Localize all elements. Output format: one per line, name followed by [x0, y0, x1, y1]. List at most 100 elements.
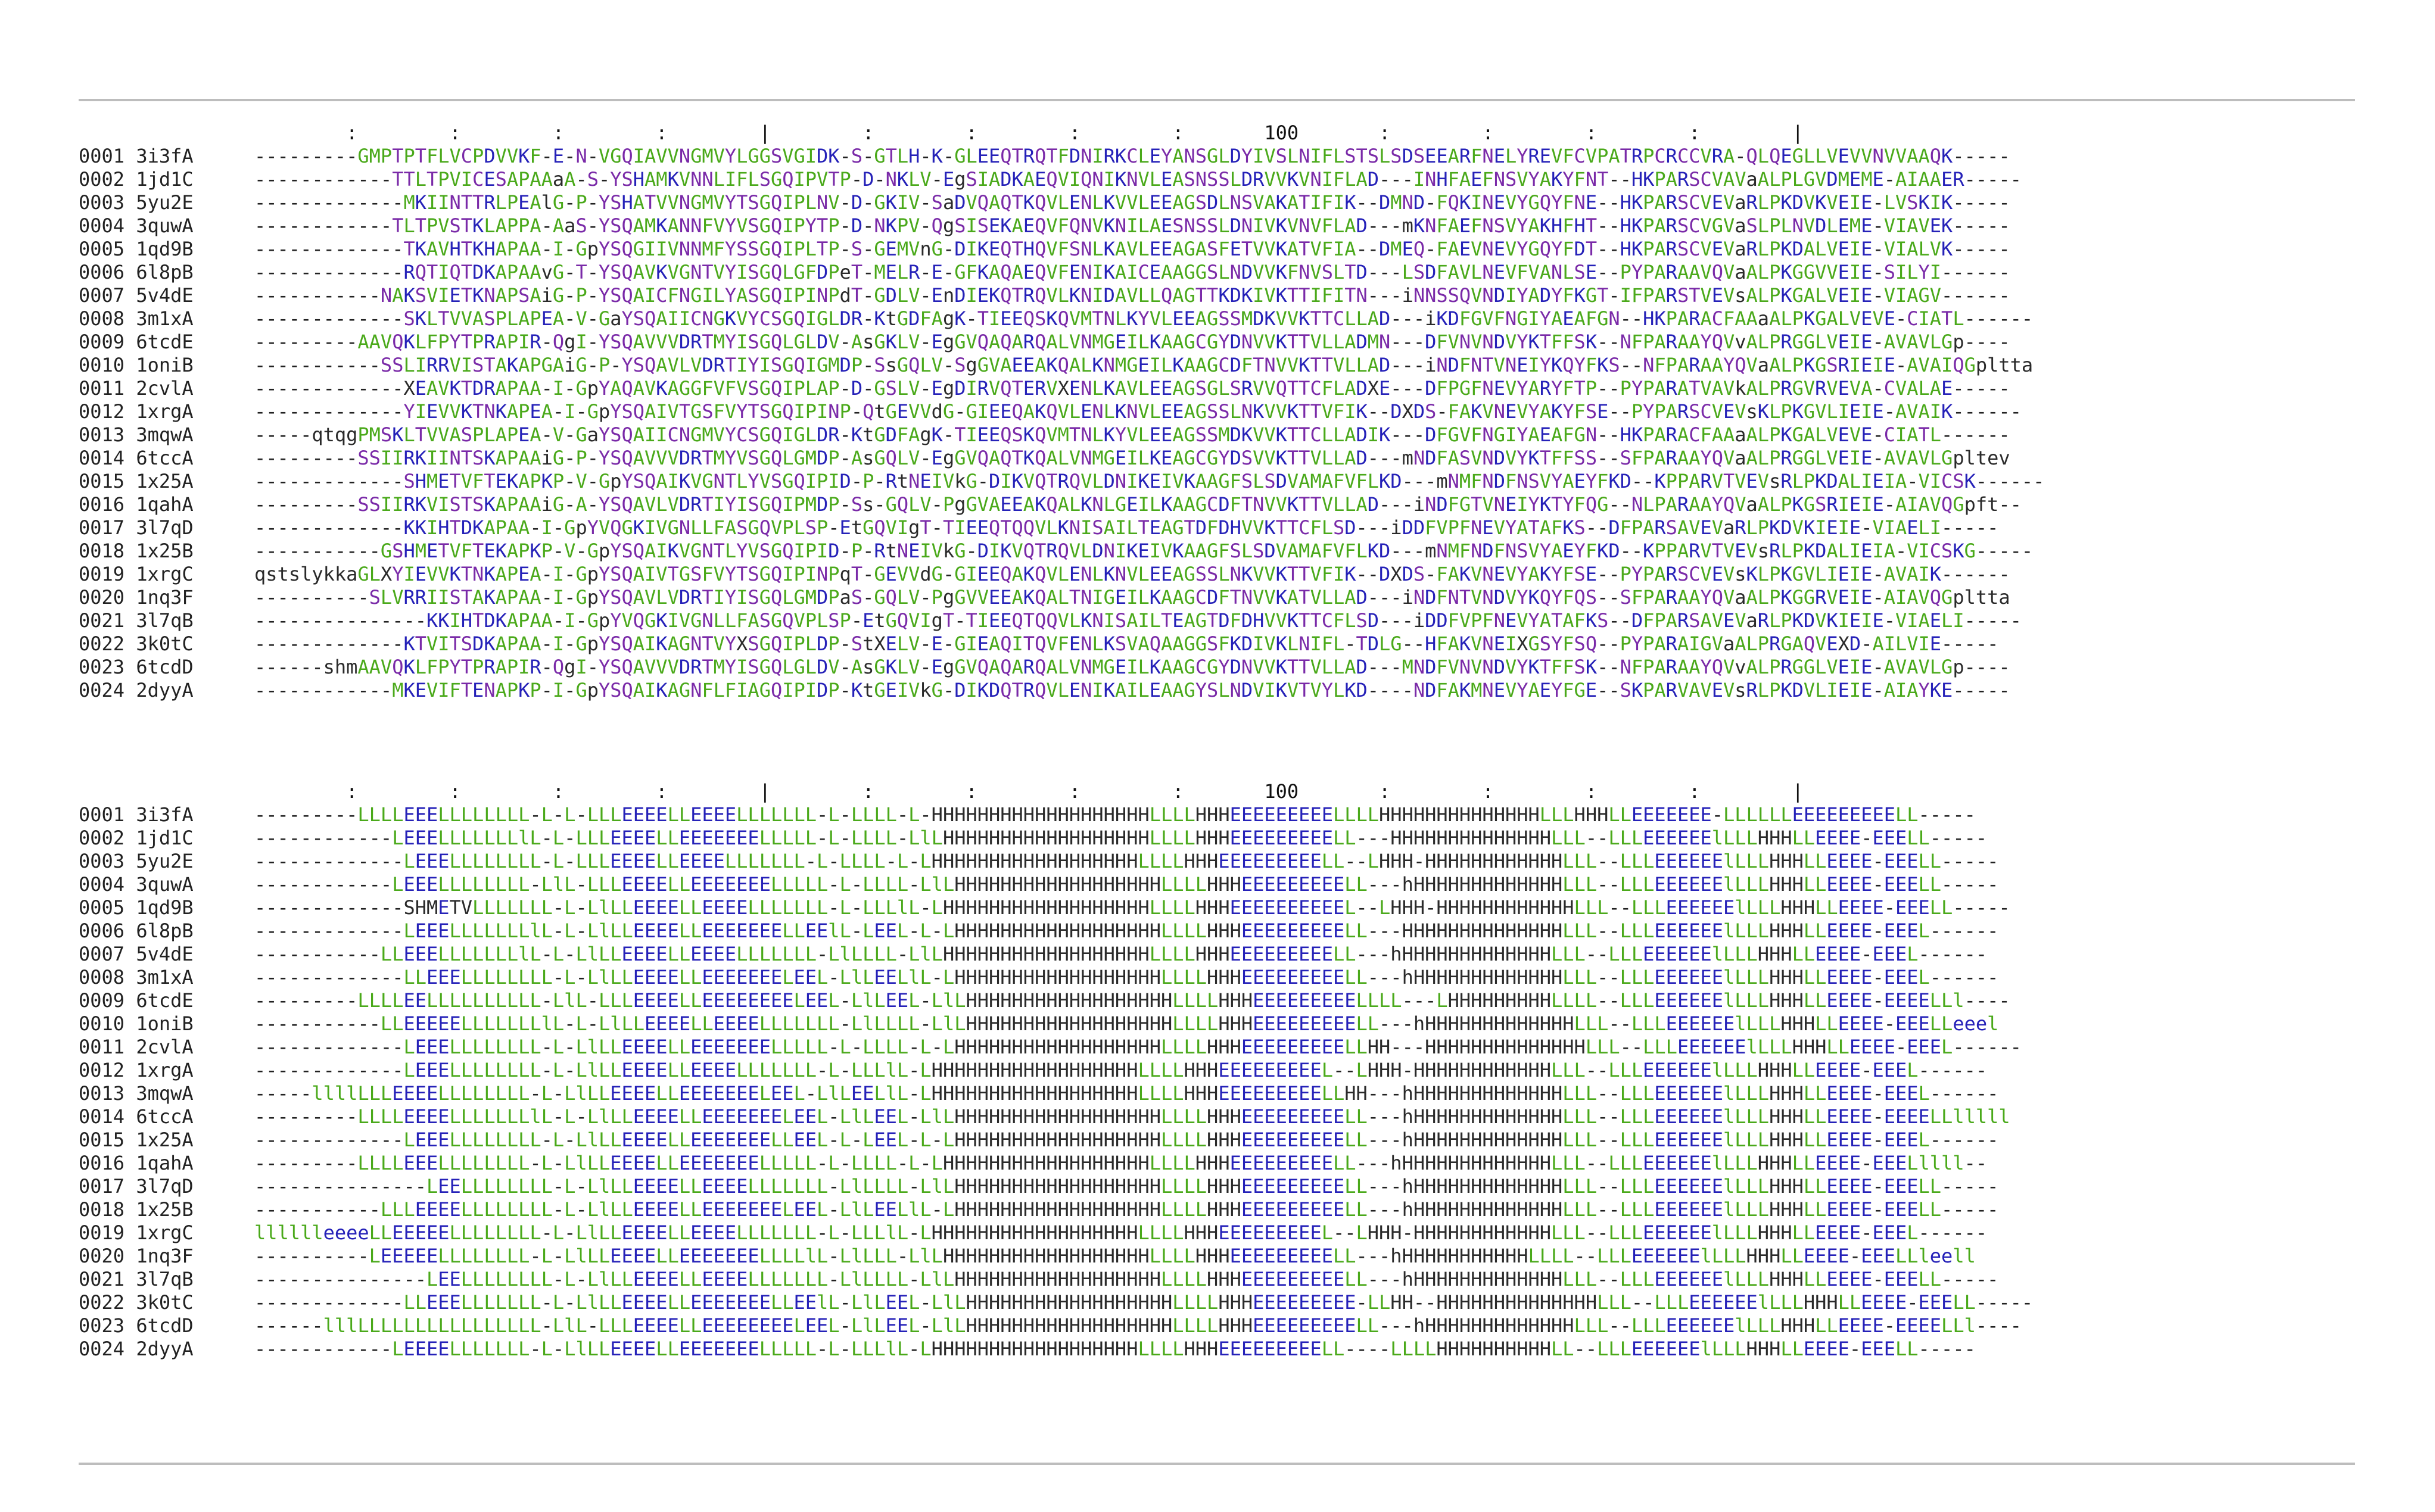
alignment-row: 0004 3quwA ------------TLTPVSTKLAPPA-AaS-…: [79, 214, 2342, 238]
alignment-row: 0020 1nq3F ----------SLVRRIISTAKAPAA-I-Gp…: [79, 586, 2342, 609]
row-alignment: ---------LLLLEELLLLLLLLLL-LlL-LLLEEEELLE…: [254, 989, 2010, 1012]
alignment-row: 0002 1jd1C ------------LEEELLLLLLLlL-L-LL…: [79, 827, 2342, 850]
row-alignment: -------------XEAVKTDRAPAA-I-GpYAQAVKAGGF…: [254, 377, 2010, 400]
alignment-row: 0004 3quwA ------------LEEELLLLLLLL-LlL-L…: [79, 873, 2342, 896]
row-id: 0005 1qd9B: [79, 238, 194, 260]
row-alignment: -------------SKLTVVASPLAPEA-V-GaYSQAIICN…: [254, 307, 2034, 330]
position-ruler: : : : : | : : : : 100 : : : : |: [254, 121, 1804, 144]
row-alignment: -----------LLEEELLLLLLLlL-L-LlLLEEEELLEE…: [254, 943, 1988, 965]
position-ruler: : : : : | : : : : 100 : : : : |: [254, 780, 1804, 803]
alignment-row: 0021 3l7qB ---------------LEELLLLLLLL-L-L…: [79, 1268, 2342, 1291]
alignment-row: 0015 1x25A -------------SHMETVFTEKAPKP-V-…: [79, 470, 2342, 493]
row-alignment: -------------KTVITSDKAPAA-I-GpYSQAIKAGNT…: [254, 632, 1999, 655]
alignment-row: 0019 1xrgC qstslykkaGLXYIEVVKTNKAPEA-I-Gp…: [79, 563, 2342, 586]
row-id: 0015 1x25A: [79, 1128, 194, 1151]
alignment-row: 0013 3mqwA -----qtqgPMSKLTVVASPLAPEA-V-Ga…: [79, 423, 2342, 447]
row-alignment: -------------KKIHTDKAPAA-I-GpYVQGKIVGNLL…: [254, 516, 1999, 539]
row-alignment: ---------SSIIRKIINTSKAPAAiG-P-YSQAVVVDRT…: [254, 447, 2010, 469]
row-id: 0021 3l7qB: [79, 609, 194, 632]
row-id: 0024 2dyyA: [79, 679, 194, 702]
row-id: 0003 5yu2E: [79, 850, 194, 872]
alignment-row: 0014 6tccA ---------SSIIRKIINTSKAPAAiG-P-…: [79, 447, 2342, 470]
row-id: 0016 1qahA: [79, 493, 194, 516]
row-alignment: ---------------LEELLLLLLLL-L-LlLLEEEELLE…: [254, 1268, 1999, 1290]
alignment-row: 0024 2dyyA ------------LEEEELLLLLLL-L-LlL…: [79, 1338, 2342, 1361]
alignment-row: 0017 3l7qD ---------------LEELLLLLLLL-L-L…: [79, 1175, 2342, 1198]
alignment-row: 0003 5yu2E -------------MKIINTTRLPEAlG-P-…: [79, 191, 2342, 214]
row-alignment: -------------LEEELLLLLLLL-L-LLLEEEELLEEE…: [254, 850, 1999, 872]
top-divider: [79, 99, 2355, 101]
row-alignment: -------------RQTIQTDKAPAAvG-T-YSQAVKVGNT…: [254, 261, 2010, 283]
alignment-row: 0011 2cvlA -------------XEAVKTDRAPAA-I-Gp…: [79, 377, 2342, 400]
row-alignment: -------------LEEELLLLLLLL-L-LlLLEEEELLEE…: [254, 1128, 1999, 1151]
row-alignment: ------------LEEEELLLLLLL-L-LlLLEEEELLEEE…: [254, 1338, 1976, 1360]
row-id: 0013 3mqwA: [79, 423, 194, 446]
alignment-row: 0001 3i3fA ---------LLLLEEELLLLLLLL-L-L-L…: [79, 803, 2342, 827]
alignment-row: 0024 2dyyA ------------MKEVIFTENAPKP-I-Gp…: [79, 679, 2342, 702]
row-id: 0011 2cvlA: [79, 377, 194, 400]
row-alignment: -------------LLEEELLLLLLLL-L-LlLLEEEELLE…: [254, 966, 1999, 989]
row-alignment: -------------LEEELLLLLLLL-L-LlLLEEEELLEE…: [254, 1036, 2022, 1058]
row-id: 0012 1xrgA: [79, 400, 194, 423]
row-alignment: -----------SSLIRRVISTAKAPGAiG-P-YSQAVLVD…: [254, 354, 2034, 376]
row-id: 0001 3i3fA: [79, 803, 194, 826]
row-id: 0016 1qahA: [79, 1152, 194, 1174]
bottom-divider: [79, 1463, 2355, 1465]
row-alignment: ---------LLLLEEELLLLLLLL-L-LlLLEEEELLEEE…: [254, 1152, 1988, 1174]
row-alignment: -------------YIEVVKTNKAPEA-I-GpYSQAIVTGS…: [254, 400, 2022, 423]
row-id: 0021 3l7qB: [79, 1268, 194, 1290]
alignment-row: 0018 1x25B -----------LLLEEEELLLLLLLL-L-L…: [79, 1198, 2342, 1221]
alignment-row: 0001 3i3fA ---------GMPTPTFLVCPDVVKF-E-N-…: [79, 145, 2342, 168]
alignment-row: 0016 1qahA ---------LLLLEEELLLLLLLL-L-LlL…: [79, 1152, 2342, 1175]
row-id: 0018 1x25B: [79, 540, 194, 562]
alignment-row: 0016 1qahA ---------SSIIRKVISTSKAPAAiG-A-…: [79, 493, 2342, 516]
row-alignment: -------------LLEEELLLLLLL-L-LlLLEEEELLEE…: [254, 1291, 2034, 1314]
row-id: 0022 3k0tC: [79, 632, 194, 655]
row-id: 0013 3mqwA: [79, 1082, 194, 1105]
row-id: 0020 1nq3F: [79, 1245, 194, 1267]
alignment-row: 0013 3mqwA -----llllLLLEEEELLLLLLLL-L-LlL…: [79, 1082, 2342, 1105]
row-id: 0012 1xrgA: [79, 1059, 194, 1081]
row-id: 0008 3m1xA: [79, 307, 194, 330]
row-id: 0014 6tccA: [79, 1105, 194, 1128]
row-alignment: ------------MKEVIFTENAPKP-I-GpYSQAIKAGNF…: [254, 679, 2010, 702]
row-id: 0017 3l7qD: [79, 1175, 194, 1198]
row-id: 0024 2dyyA: [79, 1338, 194, 1360]
row-id: 0003 5yu2E: [79, 191, 194, 214]
row-id: 0018 1x25B: [79, 1198, 194, 1221]
secondary-structure-block: : : : : | : : : : 100 : : : : | 0001 3i3…: [79, 780, 2342, 1361]
row-alignment: ---------LLLLEEELLLLLLLL-L-L-LLLEEEELLEE…: [254, 803, 1976, 826]
alignment-row: 0009 6tcdE ---------LLLLEELLLLLLLLLL-LlL-…: [79, 989, 2342, 1012]
row-id: 0007 5v4dE: [79, 943, 194, 965]
alignment-row: 0010 1oniB -----------LLEEEEELLLLLLLlL-L-…: [79, 1012, 2342, 1036]
alignment-row: 0020 1nq3F ----------LEEEEELLLLLLLL-L-LlL…: [79, 1245, 2342, 1268]
row-alignment: ------------LEEELLLLLLLlL-L-LLLEEEELLEEE…: [254, 827, 1988, 849]
row-id: 0005 1qd9B: [79, 896, 194, 919]
row-alignment: ---------------LEELLLLLLLL-L-LlLLEEEELLE…: [254, 1175, 1999, 1198]
alignment-row: 0017 3l7qD -------------KKIHTDKAPAA-I-GpY…: [79, 516, 2342, 540]
row-id: 0015 1x25A: [79, 470, 194, 492]
row-alignment: ----------SLVRRIISTAKAPAA-I-GpYSQAVLVDRT…: [254, 586, 2010, 609]
row-id: 0002 1jd1C: [79, 827, 194, 849]
row-id: 0022 3k0tC: [79, 1291, 194, 1314]
row-alignment: -------------TKAVHTKHAPAA-I-GpYSQGIIVNNM…: [254, 238, 2010, 260]
row-alignment: qstslykkaGLXYIEVVKTNKAPEA-I-GpYSQAIVTGSF…: [254, 563, 2010, 585]
row-id: 0010 1oniB: [79, 1012, 194, 1035]
alignment-row: 0007 5v4dE -----------NAKSVIETKNAPSAiG-P-…: [79, 284, 2342, 307]
row-alignment: ------------TLTPVSTKLAPPA-AaS-YSQAMKANNF…: [254, 214, 2010, 237]
row-alignment: ------shmAAVQKLFPYTPRAPIR-QgI-YSQAVVVDRT…: [254, 656, 2010, 678]
row-id: 0001 3i3fA: [79, 145, 194, 167]
row-id: 0006 6l8pB: [79, 919, 194, 942]
row-id: 0009 6tcdE: [79, 989, 194, 1012]
row-alignment: -------------SHMETVFTEKAPKP-V-GpYSQAIKVG…: [254, 470, 2045, 492]
row-id: 0008 3m1xA: [79, 966, 194, 989]
alignment-row: 0008 3m1xA -------------LLEEELLLLLLLL-L-L…: [79, 966, 2342, 989]
row-alignment: ---------AAVQKLFPYTPRAPIR-QgI-YSQAVVVDRT…: [254, 331, 2010, 353]
alignment-row: 0008 3m1xA -------------SKLTVVASPLAPEA-V-…: [79, 307, 2342, 331]
row-id: 0004 3quwA: [79, 214, 194, 237]
row-id: 0009 6tcdE: [79, 331, 194, 353]
alignment-row: 0012 1xrgA -------------LEEELLLLLLLL-L-Ll…: [79, 1059, 2342, 1082]
alignment-row: 0022 3k0tC -------------LLEEELLLLLLL-L-Ll…: [79, 1291, 2342, 1314]
row-alignment: -----------LLLEEEELLLLLLLL-L-LlLLEEEELLE…: [254, 1198, 1999, 1221]
row-alignment: -----llllLLLEEEELLLLLLLL-L-LlLLEEEELLEEE…: [254, 1082, 1999, 1105]
